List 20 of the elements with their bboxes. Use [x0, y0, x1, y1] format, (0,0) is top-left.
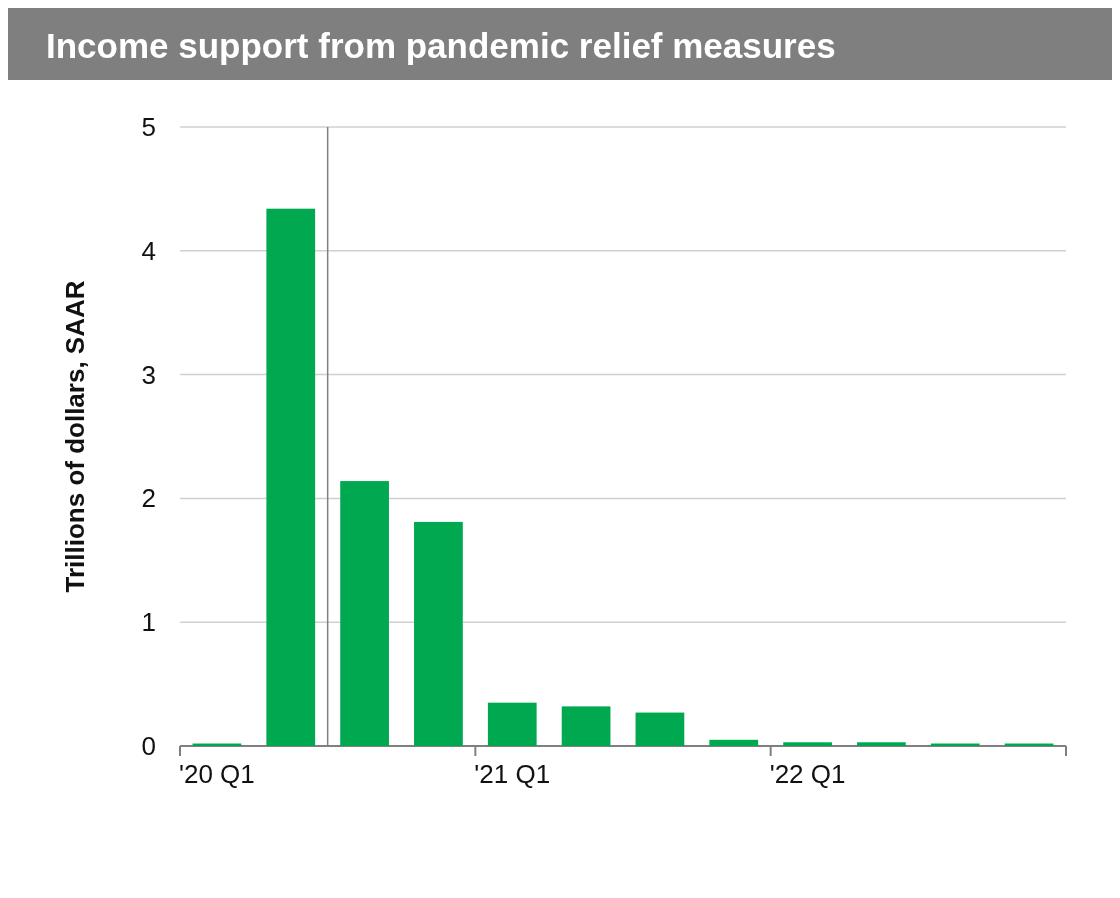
bar — [487, 702, 537, 746]
bar — [266, 208, 316, 746]
x-tick-label: '20 Q1 — [179, 759, 255, 789]
x-tick-label: '21 Q1 — [474, 759, 551, 789]
bar — [340, 481, 389, 746]
bar — [414, 521, 463, 746]
bar — [635, 712, 685, 746]
y-tick-label: 5 — [141, 112, 156, 142]
bar — [561, 706, 611, 746]
y-tick-label: 1 — [141, 607, 156, 638]
bar — [857, 742, 906, 746]
y-tick-label: 3 — [141, 359, 156, 390]
bar — [709, 739, 759, 746]
y-axis-title: Trillions of dollars, SAAR — [60, 280, 90, 593]
y-tick-label: 2 — [141, 483, 156, 514]
y-tick-label: 4 — [141, 235, 156, 266]
y-tick-label: 0 — [141, 731, 156, 761]
x-tick-label: '22 Q1 — [769, 759, 846, 789]
chart-title: Income support from pandemic relief measures — [46, 26, 836, 65]
bar — [783, 742, 832, 746]
